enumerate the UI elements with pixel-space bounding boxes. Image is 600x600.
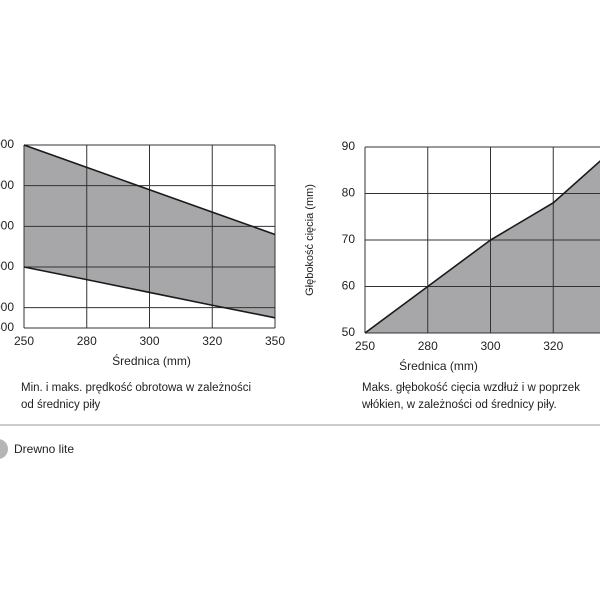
y-tick-label: 500 xyxy=(0,320,14,334)
y-tick-label: 3000 xyxy=(0,219,14,233)
x-tick-label: 280 xyxy=(77,334,97,348)
data-line xyxy=(364,160,600,334)
y-tick-label: 70 xyxy=(342,232,356,246)
y-tick-label: 90 xyxy=(342,139,356,153)
data-line xyxy=(23,144,276,236)
x-axis-label: Średnica (mm) xyxy=(399,358,478,373)
y-tick-label: 80 xyxy=(342,186,356,200)
x-tick-label: 320 xyxy=(202,334,222,348)
x-axis-label: Średnica (mm) xyxy=(112,353,191,368)
x-tick-label: 350 xyxy=(265,334,285,348)
caption: włókien, w zależności od średnicy piły. xyxy=(361,399,557,411)
caption: Min. i maks. prędkość obrotowa w zależno… xyxy=(21,382,251,394)
y-tick-label: 1000 xyxy=(0,300,14,314)
caption: Maks. głębokość cięcia wzdłuż i w poprze… xyxy=(362,382,580,394)
x-tick-label: 250 xyxy=(14,334,34,348)
y-tick-label: 4000 xyxy=(0,178,14,192)
y-axis-label: Głębokość cięcia (mm) xyxy=(304,184,316,296)
y-tick-label: 60 xyxy=(342,279,356,293)
caption: od średnicy piły xyxy=(21,399,101,411)
data-line xyxy=(23,266,276,319)
icon xyxy=(0,439,8,459)
y-tick-label: 5000 xyxy=(0,137,14,151)
x-tick-label: 250 xyxy=(355,339,375,353)
x-tick-label: 280 xyxy=(418,339,438,353)
footer-label: Drewno lite xyxy=(14,442,74,456)
x-tick-label: 300 xyxy=(480,339,500,353)
y-tick-label: 50 xyxy=(342,325,356,339)
y-tick-label: 2000 xyxy=(0,259,14,273)
x-tick-label: 300 xyxy=(139,334,159,348)
x-tick-label: 320 xyxy=(543,339,563,353)
